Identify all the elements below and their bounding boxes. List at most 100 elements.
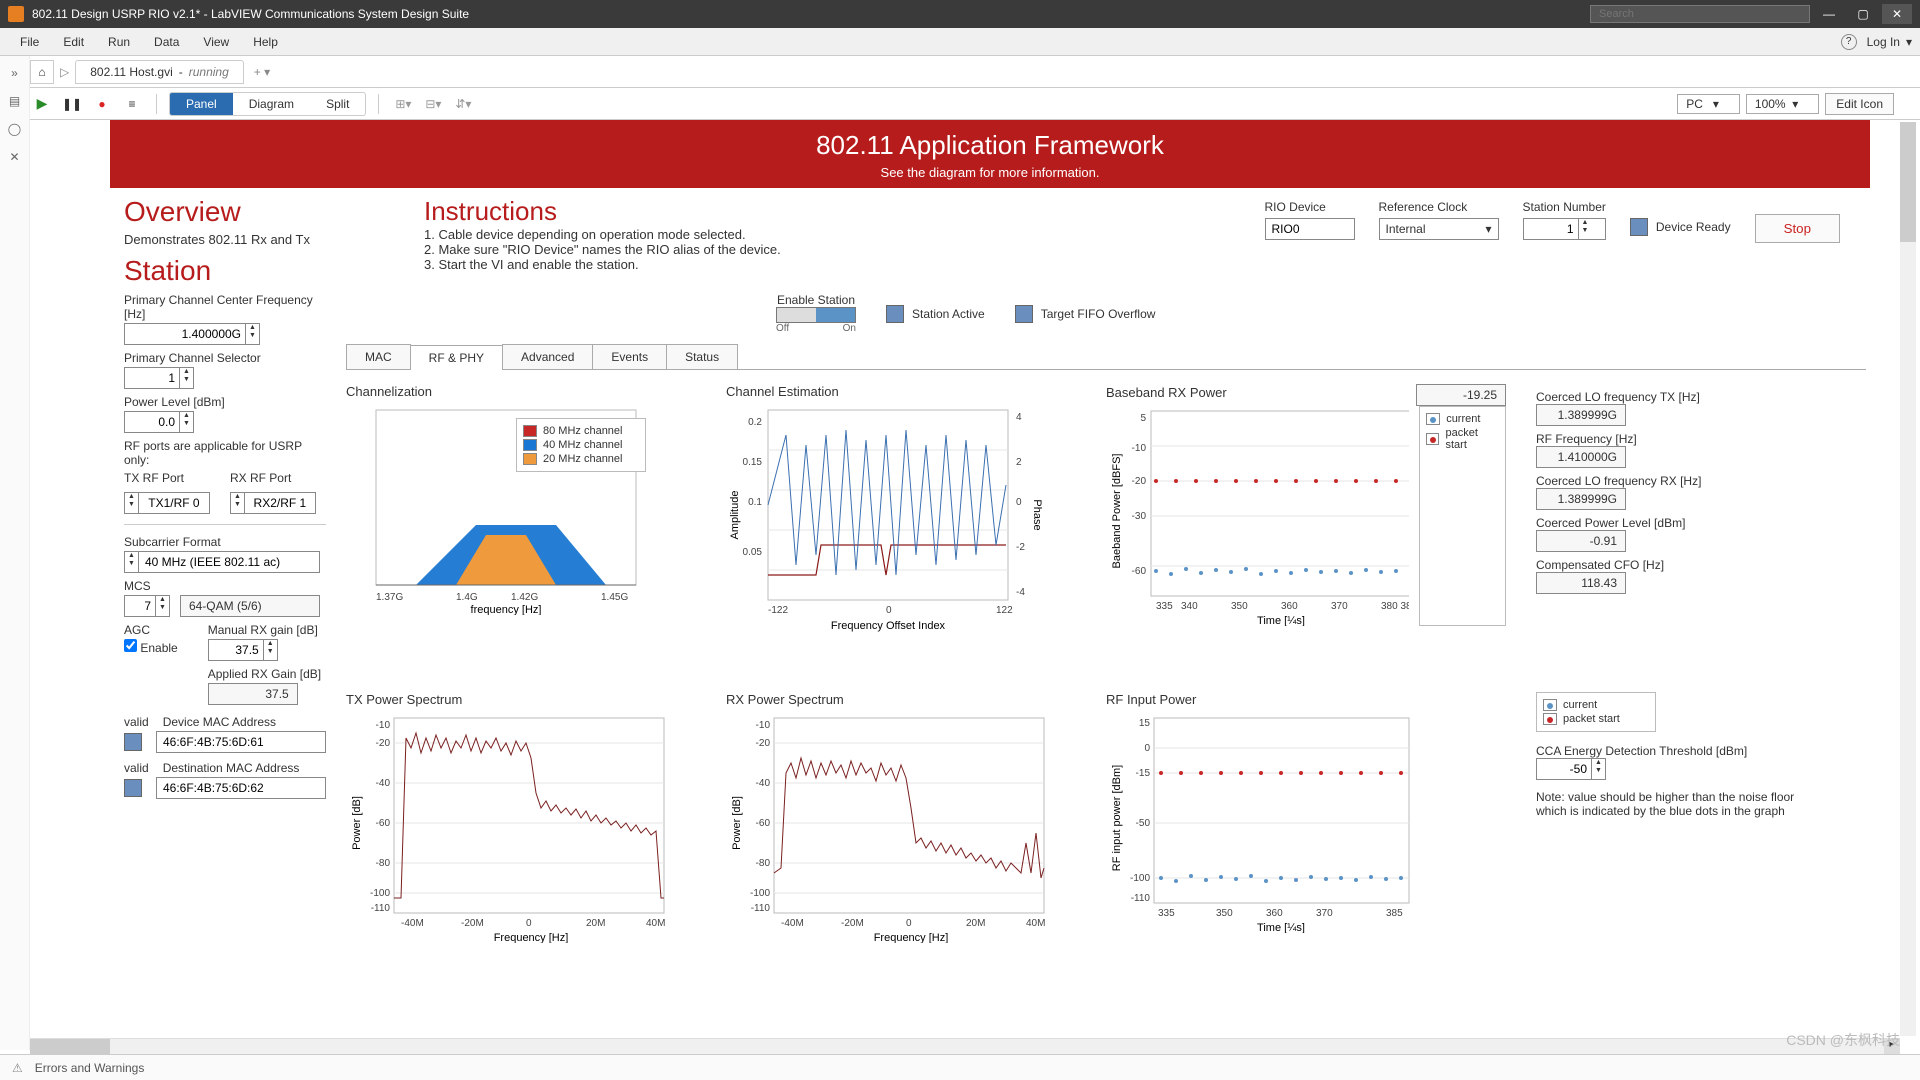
cpl-value: -0.91	[1536, 530, 1626, 552]
svg-text:-20M: -20M	[461, 918, 484, 929]
app-banner: 802.11 Application Framework See the dia…	[110, 120, 1870, 188]
pause-button[interactable]: ❚❚	[60, 92, 84, 116]
svg-text:360: 360	[1281, 601, 1298, 612]
readonly-stats: Coerced LO frequency TX [Hz] 1.389999G R…	[1536, 384, 1766, 672]
rff-label: RF Frequency [Hz]	[1536, 432, 1766, 446]
refclk-select[interactable]: Internal▾	[1379, 218, 1499, 240]
tab-mac[interactable]: MAC	[346, 344, 411, 369]
login-link[interactable]: Log In	[1867, 35, 1900, 49]
document-tab[interactable]: 802.11 Host.gvi - running	[75, 60, 244, 84]
help-icon[interactable]: ?	[1841, 34, 1857, 50]
circle-icon[interactable]: ◯	[6, 120, 24, 138]
destmac-input[interactable]	[156, 777, 326, 799]
fifo-led	[1015, 305, 1033, 323]
cca-note: Note: value should be higher than the no…	[1536, 790, 1816, 818]
subf-label: Subcarrier Format	[124, 535, 326, 549]
svg-text:385: 385	[1386, 908, 1403, 919]
svg-text:4: 4	[1016, 412, 1022, 423]
svg-text:-100: -100	[370, 888, 390, 899]
rio-input[interactable]	[1265, 218, 1355, 240]
search-input[interactable]	[1590, 5, 1810, 23]
svg-text:-20M: -20M	[841, 918, 864, 929]
menu-edit[interactable]: Edit	[51, 31, 96, 53]
valid-label-2: valid	[124, 761, 149, 775]
chest-title: Channel Estimation	[726, 384, 1076, 399]
pccf-spinner[interactable]: ▲▼	[124, 323, 260, 345]
svg-text:15: 15	[1139, 718, 1151, 729]
svg-text:0: 0	[1144, 743, 1150, 754]
target-select[interactable]: PC ▾	[1677, 94, 1740, 114]
tab-status[interactable]: Status	[666, 344, 738, 369]
bbrx-title: Baseband RX Power	[1106, 385, 1227, 400]
svg-text:Baeband Power [dBFS]: Baeband Power [dBFS]	[1111, 454, 1123, 569]
run-indicator-icon: ▷	[60, 65, 69, 79]
expand-icon[interactable]: »	[6, 64, 24, 82]
txrf-select[interactable]: ▲▼	[124, 492, 210, 514]
svg-text:350: 350	[1216, 908, 1233, 919]
rio-label: RIO Device	[1265, 200, 1355, 214]
errors-label[interactable]: Errors and Warnings	[35, 1061, 145, 1075]
edit-icon-button[interactable]: Edit Icon	[1825, 93, 1894, 115]
pwr-spinner[interactable]: ▲▼	[124, 411, 194, 433]
mrg-label: Manual RX gain [dB]	[208, 623, 321, 637]
tab-events[interactable]: Events	[592, 344, 667, 369]
new-tab-button[interactable]: + ▾	[244, 61, 280, 83]
txps-title: TX Power Spectrum	[346, 692, 696, 707]
menu-data[interactable]: Data	[142, 31, 191, 53]
seg-diagram[interactable]: Diagram	[233, 93, 310, 115]
distribute-icon[interactable]: ⊟▾	[421, 92, 445, 116]
vertical-scrollbar[interactable]	[1900, 122, 1916, 1036]
svg-text:-60: -60	[756, 818, 771, 829]
cca-spinner[interactable]: ▲▼	[1536, 758, 1606, 780]
svg-text:Phase: Phase	[1031, 499, 1043, 530]
rfnote: RF ports are applicable for USRP only:	[124, 439, 326, 467]
svg-text:0.15: 0.15	[743, 457, 763, 468]
watermark: CSDN @东枫科技	[1786, 1030, 1900, 1050]
mcs-spinner[interactable]: ▲▼	[124, 595, 170, 617]
cca-label: CCA Energy Detection Threshold [dBm]	[1536, 744, 1866, 758]
svg-text:-40M: -40M	[401, 918, 424, 929]
list-button[interactable]: ≡	[120, 92, 144, 116]
pcs-spinner[interactable]: ▲▼	[124, 367, 194, 389]
dmac-input[interactable]	[156, 731, 326, 753]
zoom-select[interactable]: 100% ▾	[1746, 94, 1819, 114]
svg-text:5: 5	[1140, 413, 1146, 424]
enable-station-toggle[interactable]	[776, 307, 856, 323]
reorder-icon[interactable]: ⇵▾	[451, 92, 475, 116]
tab-rfphy[interactable]: RF & PHY	[410, 345, 503, 370]
svg-text:0: 0	[1016, 497, 1022, 508]
seg-split[interactable]: Split	[310, 93, 365, 115]
seg-panel[interactable]: Panel	[170, 93, 233, 115]
close-button[interactable]: ✕	[1882, 4, 1912, 24]
tab-state: running	[189, 65, 229, 79]
svg-text:-20: -20	[376, 738, 391, 749]
horizontal-scrollbar[interactable]: ▸	[30, 1038, 1900, 1054]
menu-file[interactable]: File	[8, 31, 51, 53]
minimize-button[interactable]: —	[1814, 4, 1844, 24]
mrg-spinner[interactable]: ▲▼	[208, 639, 278, 661]
run-button[interactable]: ▶	[30, 92, 54, 116]
svg-text:-15: -15	[1136, 768, 1151, 779]
login-dropdown-icon[interactable]: ▾	[1906, 35, 1912, 49]
stop-button[interactable]: Stop	[1755, 214, 1840, 243]
menu-view[interactable]: View	[191, 31, 241, 53]
svg-text:370: 370	[1331, 601, 1348, 612]
rxrf-select[interactable]: ▲▼	[230, 492, 316, 514]
tab-advanced[interactable]: Advanced	[502, 344, 593, 369]
menu-help[interactable]: Help	[241, 31, 290, 53]
doc-icon[interactable]: ▤	[6, 92, 24, 110]
destmac-label: Destination MAC Address	[163, 761, 300, 775]
station-panel: Primary Channel Center Frequency [Hz] ▲▼…	[124, 293, 326, 946]
agc-enable-checkbox[interactable]: Enable	[124, 641, 178, 655]
home-button[interactable]: ⌂	[30, 60, 54, 84]
svg-text:1.37G: 1.37G	[376, 592, 403, 603]
align-icon[interactable]: ⊞▾	[391, 92, 415, 116]
stnum-spinner[interactable]: ▲▼	[1523, 218, 1606, 240]
subf-select[interactable]: ▲▼	[124, 551, 320, 573]
menu-run[interactable]: Run	[96, 31, 142, 53]
maximize-button[interactable]: ▢	[1848, 4, 1878, 24]
txrf-label: TX RF Port	[124, 471, 210, 485]
wrench-icon[interactable]: ✕	[6, 148, 24, 166]
abort-button[interactable]: ●	[90, 92, 114, 116]
svg-text:-110: -110	[751, 903, 771, 914]
